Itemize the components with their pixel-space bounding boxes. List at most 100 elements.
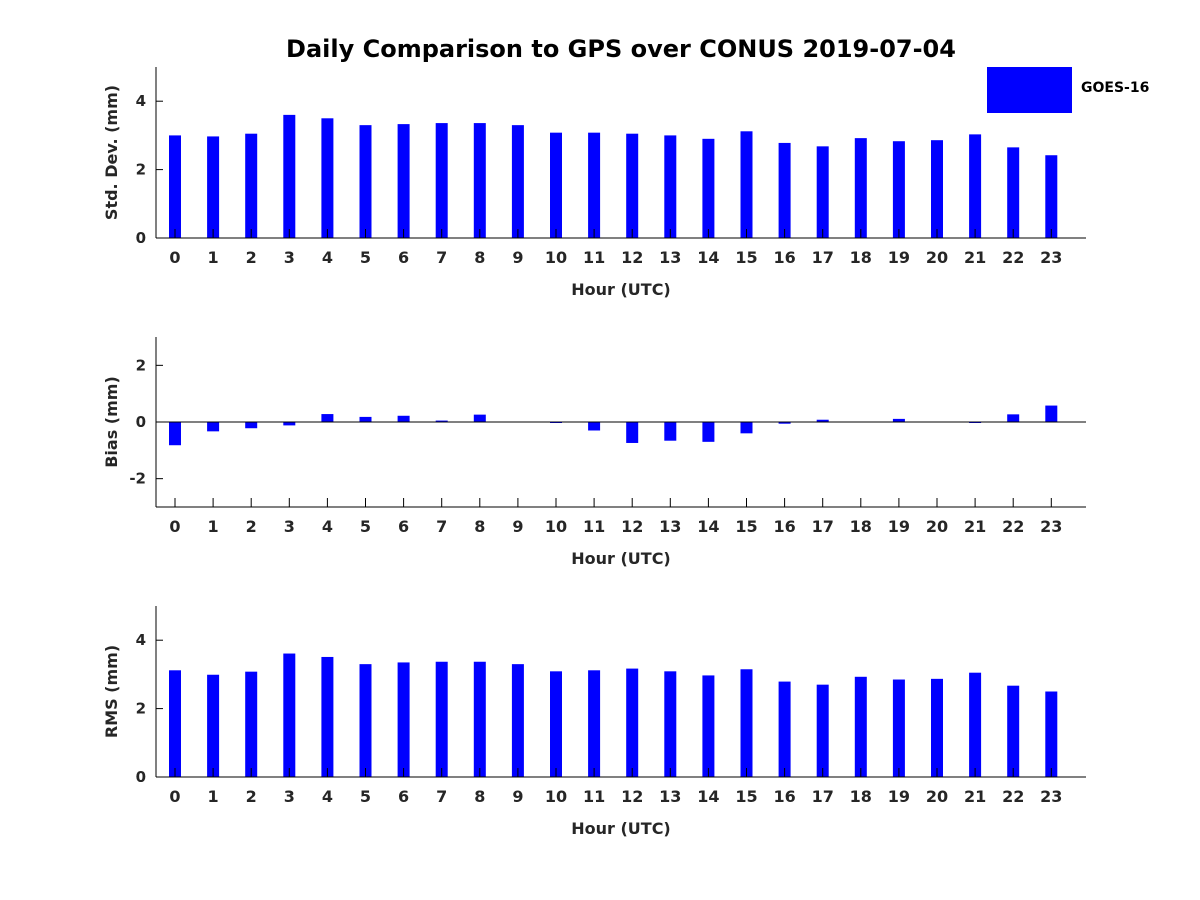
x-tick-label: 12 [621, 248, 643, 267]
x-tick-label: 1 [208, 248, 219, 267]
bar-std-dev-hour-4 [321, 118, 334, 238]
y-axis-label: Std. Dev. (mm) [102, 85, 121, 220]
x-tick-label: 22 [1002, 787, 1024, 806]
x-tick-label: 17 [812, 517, 834, 536]
bar-rms-hour-23 [1045, 691, 1058, 777]
x-tick-label: 21 [964, 248, 986, 267]
x-tick-label: 18 [850, 517, 872, 536]
bar-std-dev-hour-3 [283, 114, 296, 238]
x-tick-label: 3 [284, 787, 295, 806]
x-tick-label: 11 [583, 787, 605, 806]
bar-bias-hour-16 [778, 422, 791, 424]
x-tick-label: 16 [773, 517, 795, 536]
bar-rms-hour-11 [588, 670, 601, 777]
x-tick-label: 6 [398, 517, 409, 536]
bar-std-dev-hour-21 [969, 134, 982, 238]
bar-rms-hour-17 [816, 684, 829, 777]
bar-rms-hour-15 [740, 669, 753, 777]
bar-std-dev-hour-19 [892, 141, 905, 238]
x-tick-label: 1 [208, 517, 219, 536]
bar-bias-hour-1 [207, 422, 220, 432]
y-tick-label: -2 [129, 470, 146, 488]
bar-bias-hour-15 [740, 422, 753, 434]
x-tick-label: 21 [964, 787, 986, 806]
legend: GOES-16 [987, 67, 1177, 113]
bar-std-dev-hour-9 [511, 125, 524, 238]
y-tick-label: 2 [136, 700, 146, 718]
x-tick-label: 19 [888, 517, 910, 536]
y-tick-label: 0 [136, 229, 146, 247]
bar-std-dev-hour-16 [778, 142, 791, 238]
x-tick-label: 23 [1040, 248, 1062, 267]
bar-std-dev-hour-23 [1045, 155, 1058, 238]
x-tick-label: 6 [398, 248, 409, 267]
bar-std-dev-hour-15 [740, 131, 753, 238]
x-tick-label: 21 [964, 517, 986, 536]
bar-rms-hour-3 [283, 653, 296, 777]
y-axis-label: RMS (mm) [102, 645, 121, 738]
x-tick-label: 4 [322, 787, 333, 806]
bar-bias-hour-6 [397, 415, 410, 422]
x-tick-label: 9 [512, 517, 523, 536]
x-tick-label: 3 [284, 517, 295, 536]
x-tick-label: 20 [926, 517, 948, 536]
x-tick-label: 2 [246, 517, 257, 536]
x-tick-label: 0 [169, 248, 180, 267]
x-axis-label: Hour (UTC) [571, 549, 671, 568]
bar-std-dev-hour-8 [473, 123, 486, 238]
bar-bias-hour-13 [664, 422, 677, 441]
bar-std-dev-hour-12 [626, 133, 639, 238]
x-tick-label: 13 [659, 787, 681, 806]
y-axis-label: Bias (mm) [102, 376, 121, 468]
x-tick-label: 15 [735, 248, 757, 267]
bar-bias-hour-12 [626, 422, 639, 443]
x-tick-label: 18 [850, 787, 872, 806]
x-tick-label: 9 [512, 248, 523, 267]
bar-std-dev-hour-11 [588, 132, 601, 238]
bar-bias-hour-7 [435, 420, 448, 422]
x-tick-label: 16 [773, 248, 795, 267]
x-tick-label: 9 [512, 787, 523, 806]
x-tick-label: 13 [659, 248, 681, 267]
bar-rms-hour-0 [169, 670, 181, 777]
x-tick-label: 14 [697, 248, 719, 267]
x-tick-label: 22 [1002, 248, 1024, 267]
x-tick-label: 8 [474, 248, 485, 267]
bar-bias-hour-0 [169, 422, 181, 446]
bar-bias-hour-4 [321, 414, 334, 422]
bar-std-dev-hour-5 [359, 125, 372, 238]
bar-std-dev-hour-14 [702, 138, 715, 238]
x-tick-label: 6 [398, 787, 409, 806]
x-tick-label: 19 [888, 248, 910, 267]
x-tick-label: 10 [545, 787, 567, 806]
bar-std-dev-hour-13 [664, 135, 677, 238]
bar-bias-hour-23 [1045, 405, 1058, 422]
bar-std-dev-hour-2 [245, 133, 258, 238]
bar-bias-hour-11 [588, 422, 601, 431]
bar-rms-hour-7 [435, 661, 448, 777]
x-tick-label: 4 [322, 248, 333, 267]
x-tick-label: 5 [360, 517, 371, 536]
bar-std-dev-hour-0 [169, 135, 181, 238]
x-tick-label: 7 [436, 517, 447, 536]
x-tick-label: 16 [773, 787, 795, 806]
bar-rms-hour-2 [245, 671, 258, 777]
bar-rms-hour-13 [664, 671, 677, 777]
x-tick-label: 5 [360, 248, 371, 267]
bar-rms-hour-16 [778, 681, 791, 777]
bar-bias-hour-3 [283, 422, 296, 426]
bar-std-dev-hour-6 [397, 124, 410, 238]
legend-label: GOES-16 [1081, 80, 1150, 96]
bar-rms-hour-19 [892, 679, 905, 777]
x-tick-label: 11 [583, 248, 605, 267]
x-tick-label: 19 [888, 787, 910, 806]
bar-rms-hour-20 [931, 678, 943, 777]
bar-bias-hour-5 [359, 416, 372, 422]
x-tick-label: 10 [545, 248, 567, 267]
x-tick-label: 15 [735, 787, 757, 806]
x-tick-label: 10 [545, 517, 567, 536]
